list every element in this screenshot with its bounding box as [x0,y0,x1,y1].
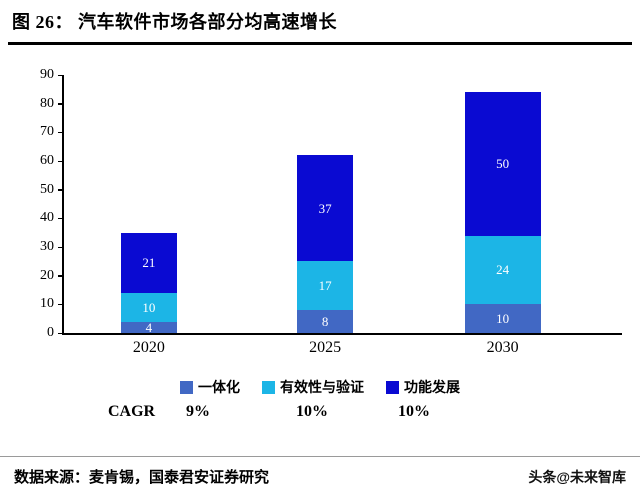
legend-label: 一体化 [198,379,240,395]
x-axis-tick-label: 2025 [309,339,342,356]
y-axis-tick-mark [58,217,64,220]
bar-segment: 50 [464,92,541,236]
bar-segment: 37 [297,155,354,262]
stacked-bar-2030: 10 24 50 [464,92,541,333]
bar-segment: 17 [297,261,354,311]
x-axis-tick-label: 2020 [132,339,165,356]
cagr-label: CAGR [108,403,156,420]
y-axis-tick-label: 10 [40,296,54,312]
figure-title: 图 26： 汽车软件市场各部分均高速增长 [0,0,640,40]
watermark-text: 头条@未来智库 [528,468,626,485]
y-axis-tick-label: 50 [40,181,54,197]
chart: 0 10 20 30 40 50 60 70 80 90 4 10 21 2020 8 17 37 2025 10 2… [40,67,622,356]
bar-segment-value: 4 [145,319,153,335]
bar-segment: 4 [120,319,177,335]
legend-item: 有效性与验证 [262,377,364,397]
legend-item: 一体化 [180,377,240,397]
bar-segment-value: 10 [496,311,510,327]
bar-segment-value: 24 [496,262,510,278]
bar-segment-value: 37 [318,200,332,216]
y-axis-tick-label: 60 [40,153,54,168]
bar-segment-value: 10 [142,299,156,315]
bar-segment-value: 8 [321,314,329,330]
y-axis-tick-mark [58,246,64,248]
y-axis-tick-label: 90 [40,67,54,82]
cagr-value: 10% [296,403,328,420]
footer: 数据来源：麦肯锡，国泰君安证券研究 头条@未来智库 [0,466,640,487]
bar-segment-value: 17 [318,278,332,294]
title-underline [8,42,632,45]
plot-area: 0 10 20 30 40 50 60 70 80 90 4 10 21 2020 8 17 37 2025 10 2… [40,67,622,356]
bar-segment: 8 [297,310,354,333]
chart-legend: 一体化 有效性与验证 功能发展 [0,377,640,397]
y-axis-tick-mark [58,131,64,134]
y-axis-tick-label: 30 [40,239,54,254]
y-axis-tick-mark [58,160,64,162]
y-axis-tick-mark [58,74,64,76]
y-axis-tick-label: 80 [40,95,54,111]
y-axis-tick-label: 0 [47,325,54,340]
legend-swatch-icon [386,380,399,394]
figure-title-text: 图 26： 汽车软件市场各部分均高速增长 [12,12,337,32]
stacked-bar-2025: 8 17 37 [297,155,354,333]
stacked-bar-2020: 4 10 21 [120,232,177,335]
legend-label: 有效性与验证 [280,379,364,395]
y-axis-tick-mark [58,189,64,191]
y-axis-tick-mark [58,332,64,334]
bar-segment: 10 [120,292,177,322]
cagr-value: 9% [186,403,210,420]
cagr-row: CAGR 9% 10% 10% [0,403,640,427]
legend-swatch-icon [180,380,193,394]
y-axis-tick-label: 20 [40,267,54,283]
y-axis-tick-label: 70 [40,124,54,140]
bar-segment-value: 50 [496,156,510,172]
bar-segment-value: 21 [142,255,156,271]
cagr-value: 10% [398,403,430,420]
data-source-text: 数据来源：麦肯锡，国泰君安证券研究 [14,469,270,486]
x-axis-tick-label: 2030 [486,339,519,356]
y-axis-tick-mark [58,103,64,105]
bar-segment: 24 [464,235,541,305]
bar-segment: 10 [464,304,541,333]
legend-swatch-icon [262,380,275,394]
footer-divider [0,456,640,457]
y-axis-tick-mark [58,303,64,306]
bar-segment: 21 [120,232,177,293]
legend-label: 功能发展 [404,379,460,395]
legend-item: 功能发展 [386,377,460,397]
y-axis-tick-label: 40 [40,210,54,226]
y-axis-tick-mark [58,275,64,277]
